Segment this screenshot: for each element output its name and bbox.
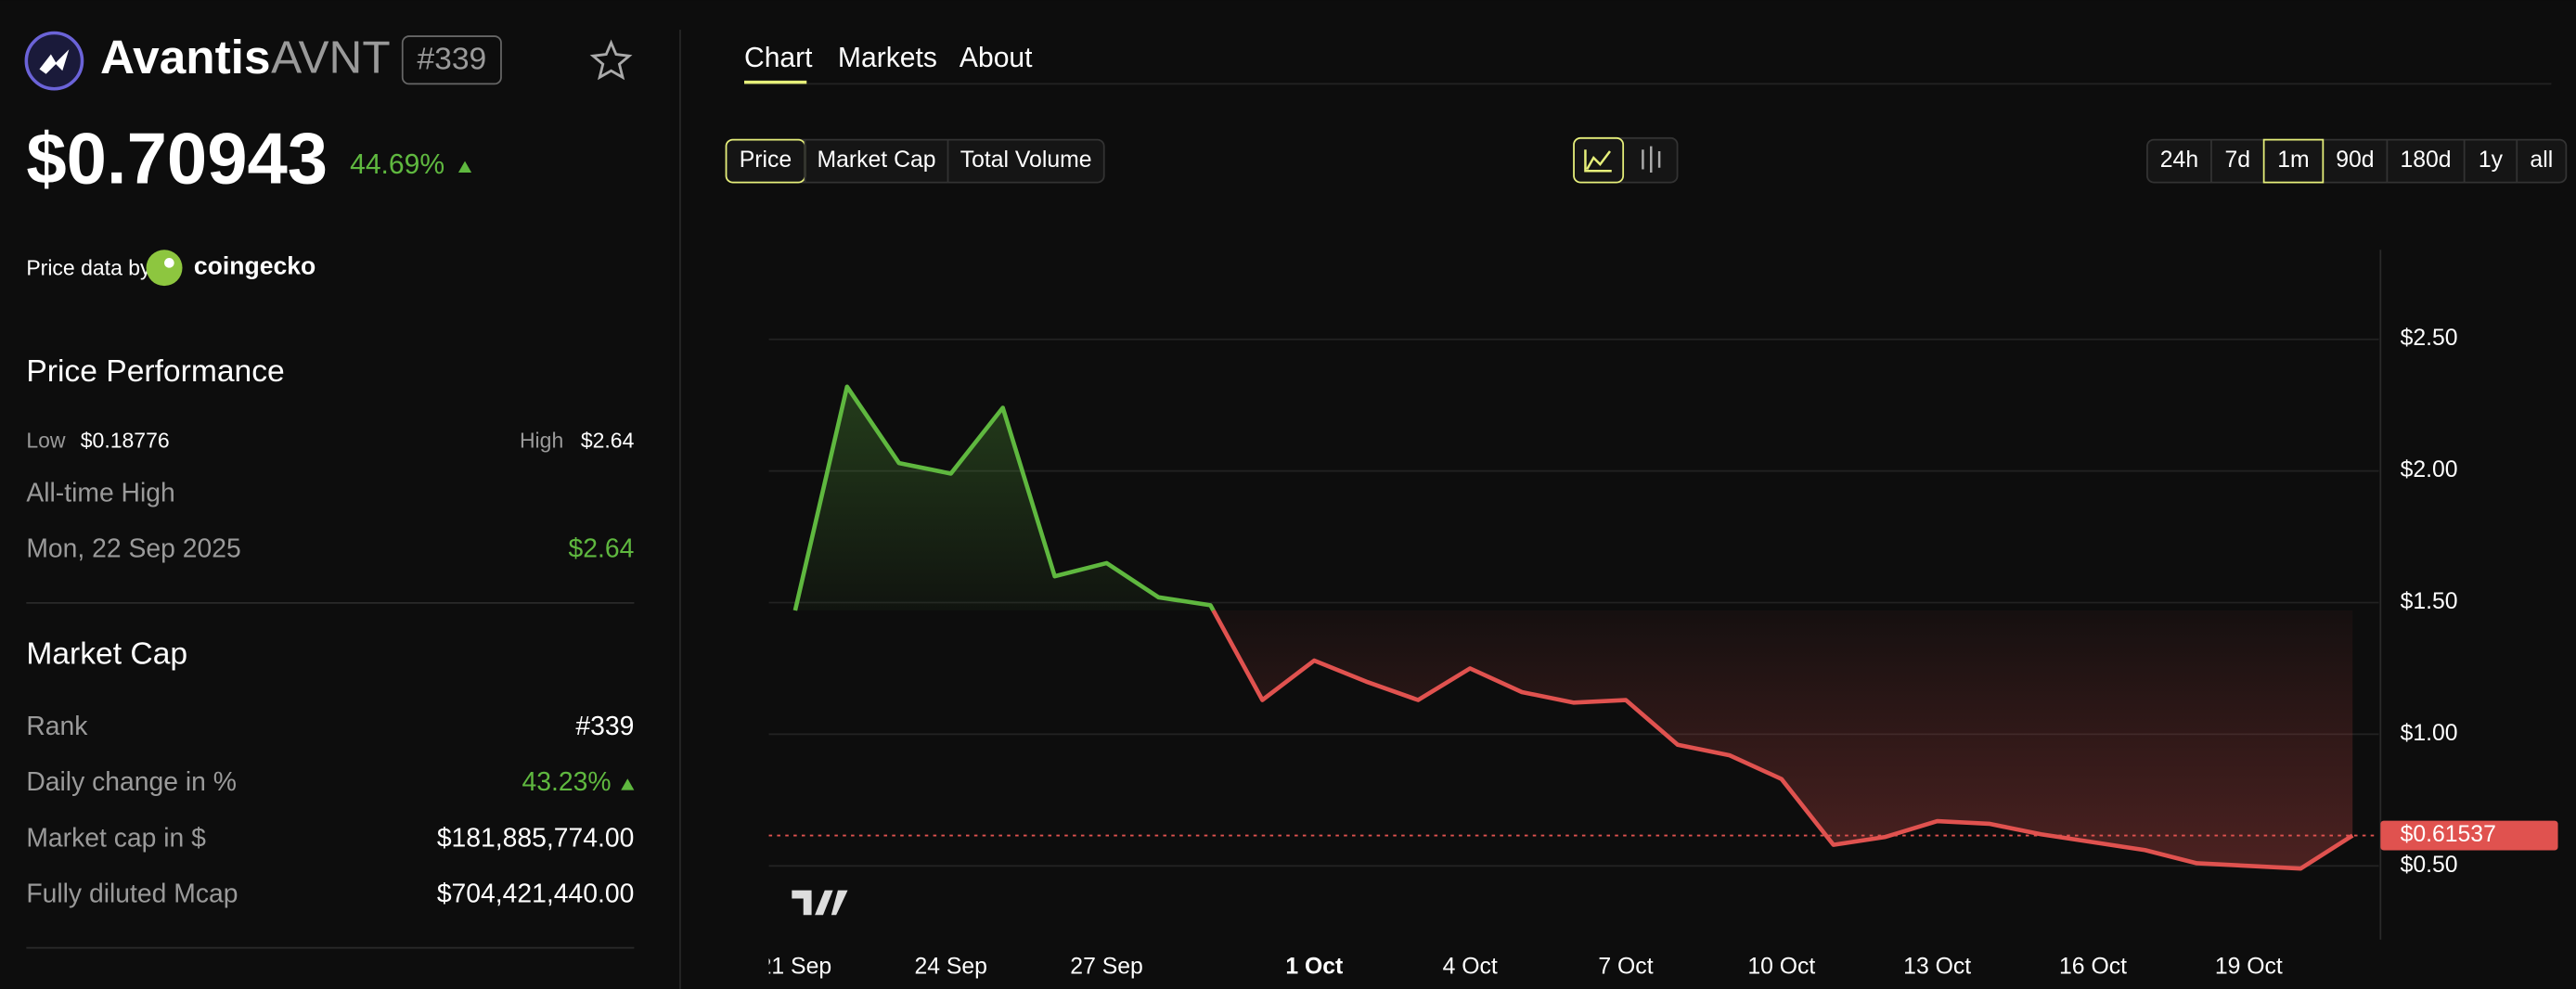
metric-button[interactable]: Price bbox=[740, 148, 792, 173]
price-line bbox=[792, 384, 1216, 612]
metric-button[interactable]: Market Cap bbox=[818, 148, 936, 173]
range-active bbox=[2262, 138, 2325, 184]
tab[interactable]: About bbox=[960, 43, 1033, 73]
metric-button[interactable]: Total Volume bbox=[960, 148, 1092, 173]
y-tick-label: $2.50 bbox=[2401, 326, 2458, 351]
up-arrow bbox=[457, 161, 472, 173]
y-tick-label: $1.50 bbox=[2401, 589, 2458, 614]
coingecko-eye bbox=[164, 258, 174, 268]
tab[interactable]: Chart bbox=[744, 43, 813, 73]
row-label: Market cap in $ bbox=[26, 823, 206, 853]
price: $0.70943 bbox=[26, 118, 328, 199]
ath-date: Mon, 22 Sep 2025 bbox=[26, 534, 240, 564]
x-tick-label: 13 Oct bbox=[1903, 954, 1971, 979]
tab[interactable]: Markets bbox=[838, 43, 937, 73]
up-arrow bbox=[621, 778, 635, 790]
range-button[interactable]: 1m bbox=[2277, 148, 2309, 173]
price-line bbox=[1211, 609, 2354, 871]
rank-badge bbox=[401, 35, 502, 85]
x-tick-label: 7 Oct bbox=[1598, 954, 1653, 979]
range-button[interactable]: 7d bbox=[2225, 148, 2251, 173]
price-change: 44.69% bbox=[350, 149, 444, 180]
chart-type-group bbox=[1573, 136, 1679, 184]
coin-symbol: AVNT bbox=[271, 32, 391, 83]
x-tick-label: 4 Oct bbox=[1443, 954, 1498, 979]
high-value: $2.64 bbox=[581, 428, 635, 452]
x-tick-label: 10 Oct bbox=[1747, 954, 1815, 979]
range-button[interactable]: 180d bbox=[2400, 148, 2451, 173]
row-label: Fully diluted Mcap bbox=[26, 879, 238, 908]
ath-value: $2.64 bbox=[569, 534, 635, 564]
x-tick-label: 1 Oct bbox=[1285, 954, 1343, 979]
x-axis: 21 Sep 24 Sep 27 Sep 1 Oct 4 Oct 7 Oct 10 Oct 1… bbox=[759, 954, 2283, 979]
range-button[interactable]: 24h bbox=[2160, 148, 2198, 173]
y-tick-label: $1.00 bbox=[2401, 721, 2458, 746]
row-value: 43.23% bbox=[522, 767, 612, 797]
coin-name: Avantis bbox=[100, 31, 271, 83]
favorite-star[interactable] bbox=[589, 39, 633, 81]
source-label: Price data by bbox=[26, 256, 151, 280]
row-value: #339 bbox=[575, 712, 634, 741]
section-title: Price Performance bbox=[26, 354, 284, 389]
rank-badge-text: #339 bbox=[417, 43, 486, 77]
row-label: Rank bbox=[26, 712, 88, 741]
y-tick-label: $2.00 bbox=[2401, 457, 2458, 482]
line-icon bbox=[1584, 149, 1612, 173]
source-name: coingecko bbox=[194, 252, 316, 280]
high-label: High bbox=[520, 428, 563, 452]
line-chart-button[interactable] bbox=[1573, 136, 1625, 184]
row-label: Daily change in % bbox=[26, 767, 237, 797]
y-tick-label: $0.50 bbox=[2401, 853, 2458, 878]
row-value: $704,421,440.00 bbox=[437, 879, 635, 908]
x-tick-label: 21 Sep bbox=[759, 954, 832, 979]
x-tick-label: 19 Oct bbox=[2215, 954, 2283, 979]
candle-icon[interactable] bbox=[1642, 146, 1661, 173]
last-price-label: $0.61537 bbox=[2401, 822, 2496, 847]
low-value: $0.18776 bbox=[81, 428, 170, 452]
tradingview-logo bbox=[792, 890, 848, 916]
area bbox=[1213, 610, 2353, 869]
range-button[interactable]: all bbox=[2530, 148, 2553, 173]
last-price-tag bbox=[2380, 820, 2558, 851]
logo-mark bbox=[39, 49, 70, 74]
ath-label: All-time High bbox=[26, 478, 174, 507]
area bbox=[794, 386, 1214, 611]
range-button[interactable]: 90d bbox=[2336, 148, 2374, 173]
section-title: Market Cap bbox=[26, 636, 187, 671]
x-tick-label: 16 Oct bbox=[2059, 954, 2127, 979]
range-button[interactable]: 1y bbox=[2479, 148, 2504, 173]
x-tick-label: 24 Sep bbox=[914, 954, 986, 979]
row-value: $181,885,774.00 bbox=[437, 823, 635, 853]
range-group bbox=[2146, 138, 2568, 184]
coingecko-logo bbox=[146, 250, 183, 287]
low-label: Low bbox=[26, 428, 66, 452]
x-tick-label: 27 Sep bbox=[1070, 954, 1143, 979]
